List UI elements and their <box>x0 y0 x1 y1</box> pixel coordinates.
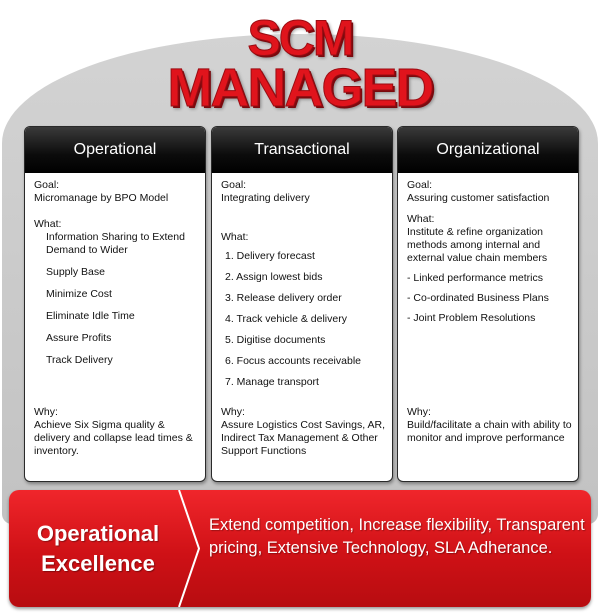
column-operational: Operational Goal: Micromanage by BPO Mod… <box>24 126 206 482</box>
goal-text: Assuring customer satisfaction <box>407 192 550 204</box>
goal-label: Goal: <box>221 179 247 191</box>
column-organizational: Organizational Goal: Assuring customer s… <box>397 126 579 482</box>
why-text: Build/facilitate a chain with ability to… <box>407 419 572 444</box>
banner-label: Operational Excellence <box>9 490 187 607</box>
goal-label: Goal: <box>34 179 60 191</box>
what-item: Information Sharing to Extend Demand to … <box>46 231 185 256</box>
what-item: 7. Manage transport <box>225 376 319 388</box>
column-heading: Organizational <box>398 127 578 173</box>
column-heading: Operational <box>25 127 205 173</box>
chevron-right-icon <box>178 490 201 607</box>
column-transactional: Transactional Goal: Integrating delivery… <box>211 126 393 482</box>
banner-label-line1: Operational <box>36 520 160 546</box>
what-item: 5. Digitise documents <box>225 334 326 346</box>
goal-text: Integrating delivery <box>221 192 310 204</box>
what-item: 2. Assign lowest bids <box>225 271 323 283</box>
banner-text: Extend competition, Increase flexibility… <box>209 516 585 557</box>
operational-excellence-banner: Operational Excellence Extend competitio… <box>9 490 591 607</box>
what-item: Eliminate Idle Time <box>46 310 135 322</box>
banner-label-line2: Excellence <box>41 550 155 576</box>
what-intro: Institute & refine organization methods … <box>407 226 548 264</box>
what-item: - Co-ordinated Business Plans <box>407 292 549 304</box>
why-label: Why: <box>221 406 245 418</box>
what-item: 1. Delivery forecast <box>225 250 315 262</box>
what-item: Assure Profits <box>46 332 112 344</box>
what-item: - Linked performance metrics <box>407 272 543 284</box>
what-item: - Joint Problem Resolutions <box>407 312 536 324</box>
why-label: Why: <box>34 406 58 418</box>
why-text: Achieve Six Sigma quality & delivery and… <box>34 419 193 457</box>
why-label: Why: <box>407 406 431 418</box>
what-label: What: <box>221 231 249 243</box>
what-item: Supply Base <box>46 266 105 278</box>
title-line-scm: SCM <box>247 10 355 66</box>
goal-text: Micromanage by BPO Model <box>34 192 169 204</box>
column-heading: Transactional <box>212 127 392 173</box>
what-label: What: <box>34 218 62 230</box>
what-item: Track Delivery <box>46 354 113 366</box>
goal-label: Goal: <box>407 179 433 191</box>
why-section: Why: Achieve Six Sigma quality & deliver… <box>34 406 199 458</box>
title-line-managed: MANAGED <box>167 58 435 118</box>
what-item: 4. Track vehicle & delivery <box>225 313 347 325</box>
why-text: Assure Logistics Cost Savings, AR, Indir… <box>221 419 385 457</box>
what-item: 6. Focus accounts receivable <box>225 355 361 367</box>
why-section: Why: Assure Logistics Cost Savings, AR, … <box>221 406 386 458</box>
what-label: What: <box>407 213 435 225</box>
what-item: Minimize Cost <box>46 288 112 300</box>
what-item: 3. Release delivery order <box>225 292 342 304</box>
why-section: Why: Build/facilitate a chain with abili… <box>407 406 572 445</box>
